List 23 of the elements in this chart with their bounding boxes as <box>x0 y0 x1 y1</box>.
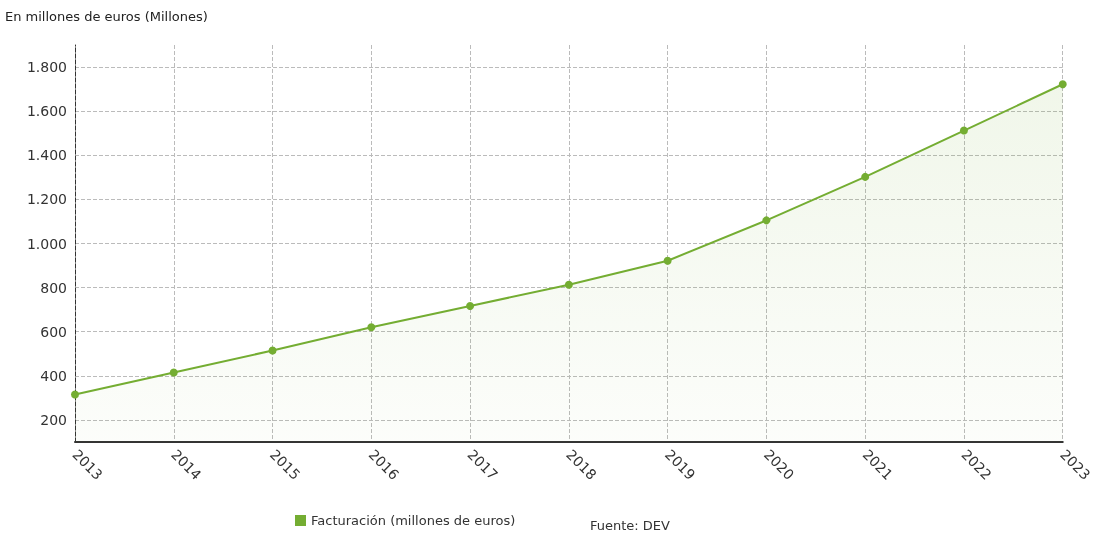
y-tick-label: 1.000 <box>26 235 67 252</box>
y-tick-label: 1.200 <box>26 191 67 208</box>
point <box>169 368 178 377</box>
y-tick-label: 400 <box>40 367 67 384</box>
point <box>663 256 672 265</box>
y-tick-label: 600 <box>40 323 67 340</box>
point <box>762 216 771 225</box>
source-note: Fuente: DEV <box>590 518 671 533</box>
y-tick-label: 1.600 <box>26 103 67 120</box>
point <box>564 280 573 289</box>
point <box>861 172 870 181</box>
point <box>466 301 475 310</box>
point <box>959 126 968 135</box>
point <box>1058 80 1067 89</box>
point <box>367 323 376 332</box>
legend-label: Facturación (millones de euros) <box>311 513 516 528</box>
y-tick-label: 800 <box>40 279 67 296</box>
point <box>268 346 277 355</box>
y-axis-title: En millones de euros (Millones) <box>5 9 208 24</box>
y-tick-label: 200 <box>40 411 67 428</box>
y-tick-label: 1.800 <box>26 59 67 76</box>
point <box>71 390 79 399</box>
y-tick-label: 1.400 <box>26 147 67 164</box>
